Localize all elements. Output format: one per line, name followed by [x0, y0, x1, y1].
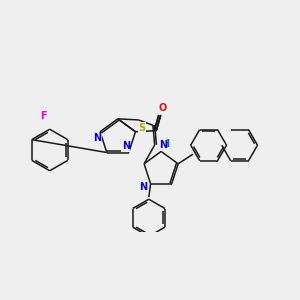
Text: N: N	[139, 182, 147, 192]
Text: N: N	[122, 141, 130, 151]
Text: O: O	[158, 103, 166, 113]
Text: N: N	[93, 133, 101, 143]
Text: N: N	[159, 140, 167, 150]
Text: H: H	[161, 139, 169, 149]
Text: F: F	[40, 111, 46, 122]
Text: S: S	[139, 123, 146, 133]
